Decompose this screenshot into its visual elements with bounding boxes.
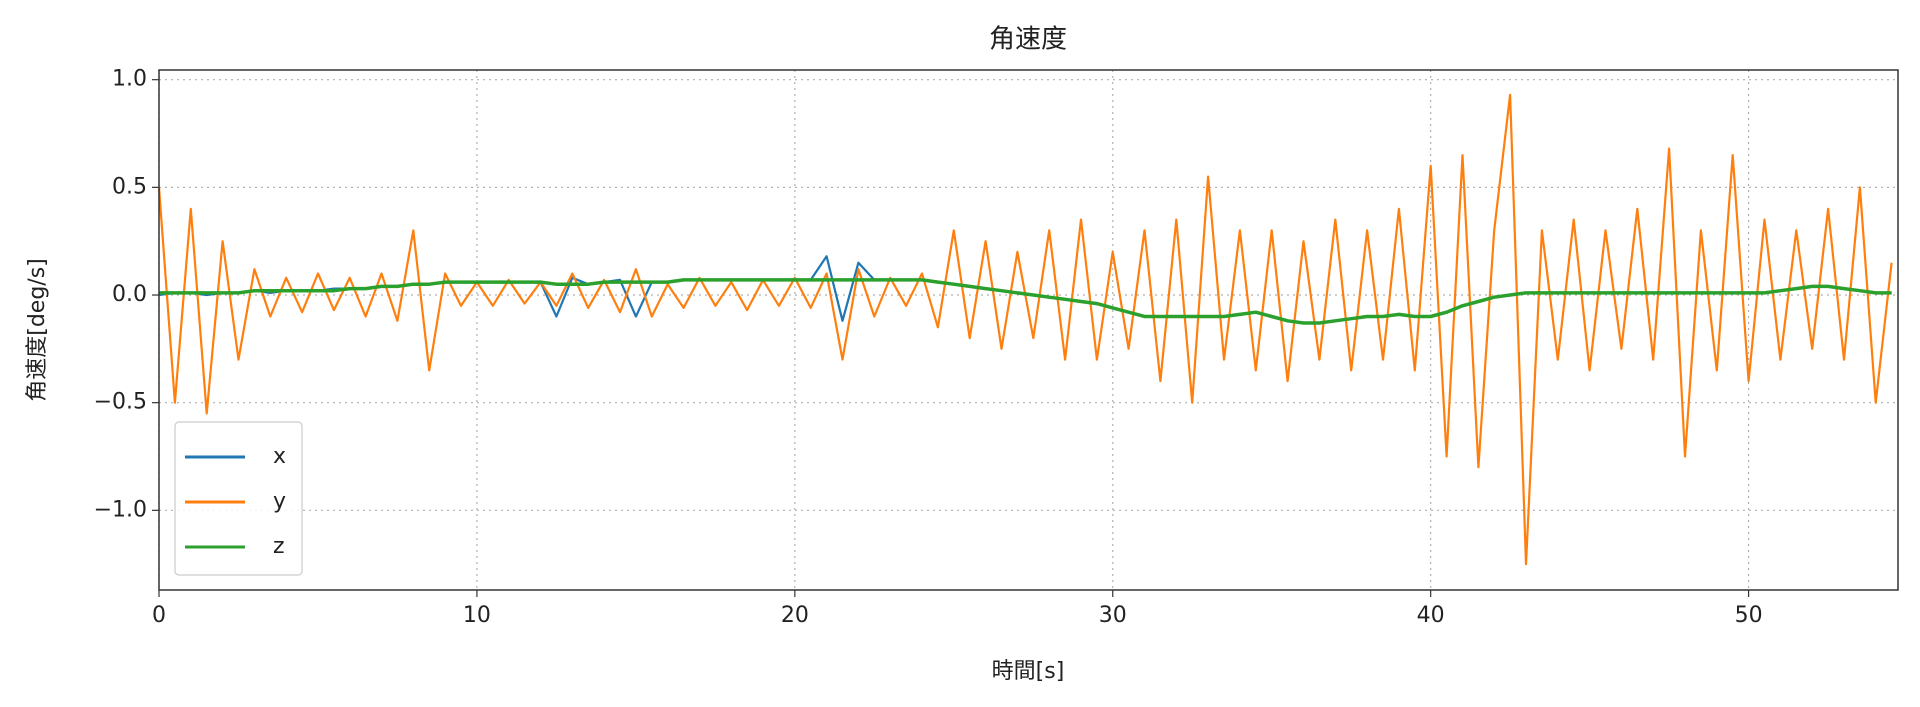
y-axis-label: 角速度[deg/s] bbox=[25, 258, 50, 402]
y-tick-label: −0.5 bbox=[94, 390, 147, 415]
x-tick-label: 40 bbox=[1417, 603, 1445, 628]
series-line bbox=[159, 278, 1892, 325]
legend-label: x bbox=[273, 444, 286, 469]
x-tick-label: 10 bbox=[463, 603, 491, 628]
y-tick-label: 1.0 bbox=[112, 67, 147, 92]
chart-title: 角速度 bbox=[989, 25, 1067, 55]
legend-box bbox=[174, 421, 303, 576]
series-line bbox=[157, 93, 1893, 566]
x-axis-label: 時間[s] bbox=[992, 659, 1065, 684]
x-tick-label: 0 bbox=[152, 603, 166, 628]
legend-label: z bbox=[273, 534, 285, 559]
x-tick-label: 20 bbox=[781, 603, 809, 628]
y-tick-label: 0.5 bbox=[112, 174, 147, 199]
y-tick-label: −1.0 bbox=[94, 497, 147, 522]
plot-frame bbox=[158, 69, 1899, 591]
legend-label: y bbox=[273, 489, 286, 514]
x-tick-label: 50 bbox=[1735, 603, 1763, 628]
y-tick-label: 0.0 bbox=[112, 282, 147, 307]
x-tick-label: 30 bbox=[1099, 603, 1127, 628]
